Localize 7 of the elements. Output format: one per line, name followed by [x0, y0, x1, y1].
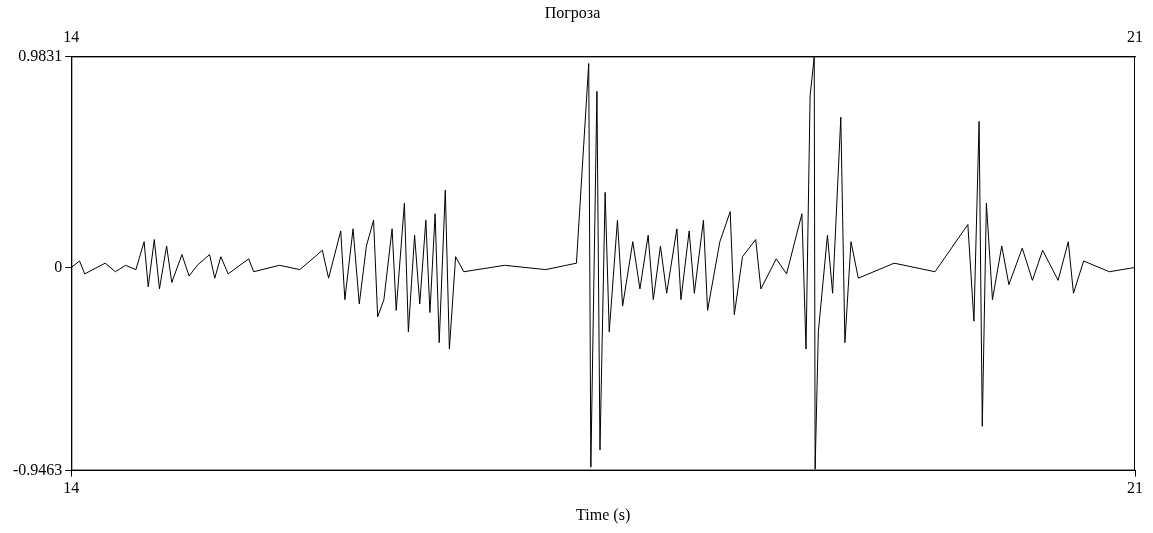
y-tick-label: -0.9463: [13, 460, 63, 478]
x-axis-title: Time (s): [576, 505, 631, 524]
x2-tick-label: 14: [63, 28, 80, 45]
chart-title: Погроза: [544, 3, 601, 22]
y-tick-label: 0: [54, 257, 63, 275]
y-tick-label: 0.9831: [18, 46, 63, 64]
x2-tick-label: 21: [1127, 28, 1143, 45]
